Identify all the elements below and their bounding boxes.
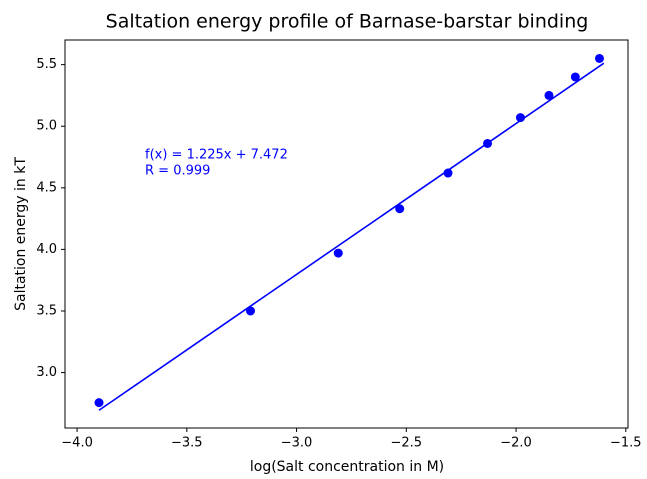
chart-title: Saltation energy profile of Barnase-bars… (106, 11, 589, 33)
data-point (594, 53, 604, 63)
x-tick-label: −4.0 (61, 436, 93, 451)
y-tick-label: 5.0 (36, 119, 57, 134)
y-tick-label: 3.0 (36, 365, 57, 380)
y-tick-label: 4.0 (36, 242, 57, 257)
y-tick-label: 5.5 (36, 57, 57, 72)
data-point (544, 90, 554, 100)
annotation: R = 0.999 (145, 164, 210, 179)
data-point (94, 398, 104, 408)
annotation: f(x) = 1.225x + 7.472 (145, 148, 288, 163)
x-axis-label: log(Salt concentration in M) (250, 459, 444, 475)
x-tick-label: −2.5 (391, 436, 423, 451)
data-point (395, 204, 405, 214)
y-tick-label: 4.5 (36, 180, 57, 195)
y-tick-label: 3.5 (36, 303, 57, 318)
data-point (570, 72, 580, 82)
data-point (333, 248, 343, 258)
fit-line (98, 62, 605, 411)
x-tick-label: −2.0 (500, 436, 532, 451)
data-point (245, 306, 255, 316)
plot-frame (64, 39, 629, 429)
x-tick-label: −3.5 (171, 436, 203, 451)
x-tick-label: −3.0 (281, 436, 313, 451)
x-tick-label: −1.5 (610, 436, 642, 451)
y-axis-label: Saltation energy in kT (13, 157, 29, 311)
data-point (443, 168, 453, 178)
